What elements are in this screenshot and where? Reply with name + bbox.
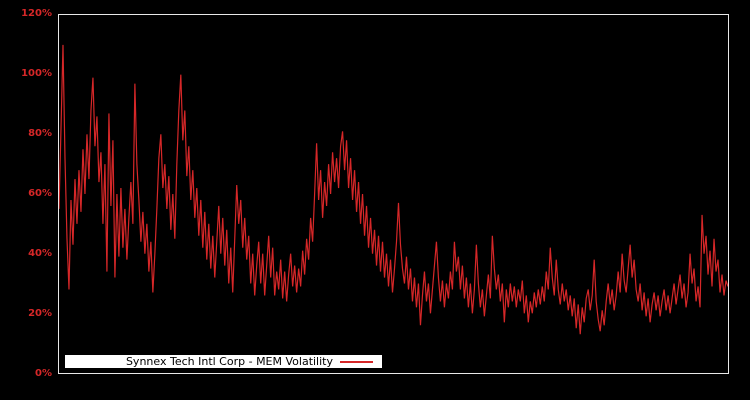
volatility-series-line xyxy=(59,44,728,335)
legend: Synnex Tech Intl Corp - MEM Volatility xyxy=(65,355,382,368)
y-axis-tick-label: 0% xyxy=(35,368,52,379)
y-axis-tick-label: 100% xyxy=(21,68,52,79)
legend-label: Synnex Tech Intl Corp - MEM Volatility xyxy=(125,355,333,368)
y-axis-tick-label: 60% xyxy=(28,188,52,199)
legend-line-sample xyxy=(340,360,373,363)
y-axis-labels: 120% 100% 80% 60% 40% 20% 0% xyxy=(0,0,52,400)
plot-area: Synnex Tech Intl Corp - MEM Volatility xyxy=(58,14,729,374)
line-chart-canvas xyxy=(59,44,728,335)
y-axis-tick-label: 40% xyxy=(28,248,52,259)
y-axis-tick-label: 80% xyxy=(28,128,52,139)
y-axis-tick-label: 120% xyxy=(21,8,52,19)
y-axis-tick-label: 20% xyxy=(28,308,52,319)
